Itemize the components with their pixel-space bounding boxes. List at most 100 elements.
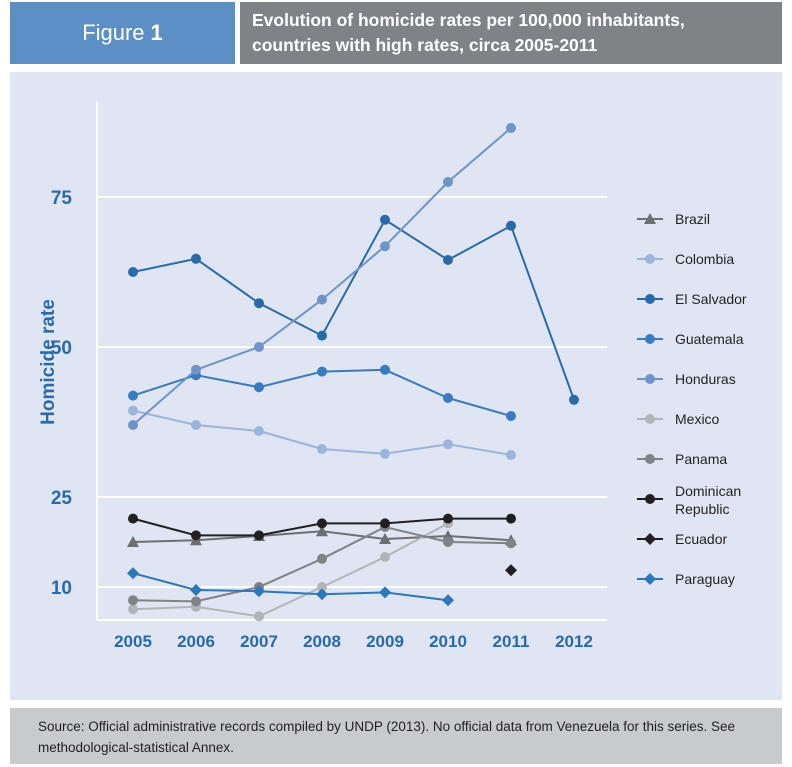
- data-point-honduras: [506, 123, 516, 133]
- legend-item-brazil: Brazil: [637, 211, 710, 227]
- data-point-panama: [317, 553, 327, 564]
- series-honduras: [128, 123, 516, 430]
- data-point-el-salvador: [191, 253, 201, 264]
- y-tick-label: 75: [51, 188, 73, 209]
- legend-label: Paraguay: [675, 571, 735, 587]
- data-point-el-salvador: [506, 220, 516, 231]
- data-point-el-salvador: [380, 214, 390, 225]
- legend-label-line: Republic: [675, 501, 729, 517]
- legend-marker: [645, 254, 655, 264]
- gridlines: [97, 196, 607, 588]
- data-point-honduras: [443, 177, 453, 187]
- x-tick-label: 2012: [555, 632, 593, 651]
- data-point-el-salvador: [254, 298, 264, 309]
- data-point-guatemala: [254, 382, 264, 393]
- data-point-el-salvador: [443, 255, 453, 265]
- legend-item-panama: Panama: [637, 451, 727, 467]
- data-point-el-salvador: [128, 267, 138, 277]
- x-tick-label: 2009: [366, 632, 404, 651]
- x-tick-label: 2006: [177, 632, 215, 651]
- data-point-mexico: [317, 582, 327, 592]
- data-point-colombia: [254, 426, 264, 436]
- data-point-ecuador: [505, 564, 517, 577]
- series-line-el-salvador: [132, 218, 575, 401]
- series-brazil: [127, 525, 517, 547]
- data-point-mexico: [254, 611, 264, 622]
- legend-item-paraguay: Paraguay: [637, 571, 735, 587]
- data-point-colombia: [506, 450, 516, 460]
- legend-label: Ecuador: [675, 531, 727, 547]
- data-point-honduras: [128, 420, 138, 430]
- data-point-el-salvador: [569, 394, 579, 405]
- x-tick-label: 2010: [429, 632, 467, 651]
- legend-marker: [645, 374, 655, 384]
- legend-marker: [645, 334, 655, 344]
- data-point-paraguay: [127, 567, 139, 580]
- legend-marker: [645, 454, 655, 464]
- data-point-dominican-republic: [380, 518, 390, 529]
- y-axis-label: Homicide rate: [38, 299, 59, 425]
- data-point-paraguay: [442, 594, 454, 607]
- data-point-panama: [128, 595, 138, 606]
- data-point-paraguay: [190, 584, 202, 596]
- series-dominican-republic: [128, 513, 516, 541]
- legend-label: Mexico: [675, 411, 720, 427]
- legend-label: Panama: [675, 451, 727, 467]
- data-point-el-salvador: [317, 330, 327, 341]
- data-point-colombia: [128, 405, 138, 416]
- data-point-paraguay: [379, 586, 391, 599]
- data-point-dominican-republic: [443, 513, 453, 524]
- legend-marker: [644, 213, 656, 224]
- data-point-colombia: [443, 439, 453, 450]
- legend-label: Honduras: [675, 371, 736, 387]
- series-lines: [127, 123, 579, 622]
- source-note: Source: Official administrative records …: [10, 708, 782, 764]
- data-point-colombia: [317, 444, 327, 454]
- chart-title-line2: countries with high rates, circa 2005-20…: [252, 35, 598, 55]
- data-point-brazil: [127, 536, 139, 547]
- series-line-guatemala: [132, 368, 512, 417]
- data-point-dominican-republic: [317, 518, 327, 529]
- data-point-colombia: [380, 448, 390, 459]
- legend-item-guatemala: Guatemala: [637, 331, 744, 347]
- legend-label: Dominican Republic: [675, 483, 741, 517]
- line-chart: 10 25 50 75 2005 2006 2007 2008 2009 2010 2011 2012…: [38, 102, 747, 651]
- chart-panel: 10 25 50 75 2005 2006 2007 2008 2009 2010 2011 2012…: [10, 72, 782, 700]
- series-el-salvador: [128, 214, 579, 405]
- legend-item-colombia: Colombia: [637, 251, 734, 267]
- data-point-colombia: [191, 420, 201, 430]
- legend: Brazil Colombia El Salvador Guatemala Hondur…: [637, 211, 747, 587]
- data-point-panama: [443, 537, 453, 547]
- legend-label: Colombia: [675, 251, 734, 267]
- series-colombia: [128, 405, 516, 460]
- legend-item-honduras: Honduras: [637, 371, 736, 387]
- y-tick-label: 50: [51, 338, 72, 359]
- data-point-honduras: [380, 241, 390, 252]
- figure-prefix: Figure: [82, 20, 145, 45]
- series-line-honduras: [132, 127, 512, 426]
- data-point-mexico: [128, 604, 138, 615]
- legend-marker: [645, 494, 655, 504]
- y-tick-label: 10: [51, 578, 72, 599]
- series-paraguay: [127, 567, 454, 607]
- data-point-guatemala: [317, 366, 327, 377]
- data-point-guatemala: [380, 364, 390, 375]
- x-tick-label: 2007: [240, 632, 278, 651]
- data-point-panama: [506, 538, 516, 549]
- legend-label-line: Dominican: [675, 483, 741, 499]
- legend-item-mexico: Mexico: [637, 411, 720, 427]
- data-point-guatemala: [443, 393, 453, 403]
- data-point-dominican-republic: [254, 530, 264, 541]
- legend-item-el-salvador: El Salvador: [637, 291, 747, 307]
- legend-marker: [645, 414, 655, 424]
- series-line-paraguay: [132, 572, 449, 602]
- legend-marker: [644, 573, 656, 585]
- series-line-mexico: [132, 522, 449, 618]
- data-point-guatemala: [506, 411, 516, 421]
- x-tick-label: 2008: [303, 632, 341, 651]
- legend-label: Guatemala: [675, 331, 744, 347]
- series-ecuador: [505, 564, 517, 577]
- legend-label: Brazil: [675, 211, 710, 227]
- figure-label: Figure 1: [10, 2, 235, 64]
- data-point-panama: [191, 596, 201, 607]
